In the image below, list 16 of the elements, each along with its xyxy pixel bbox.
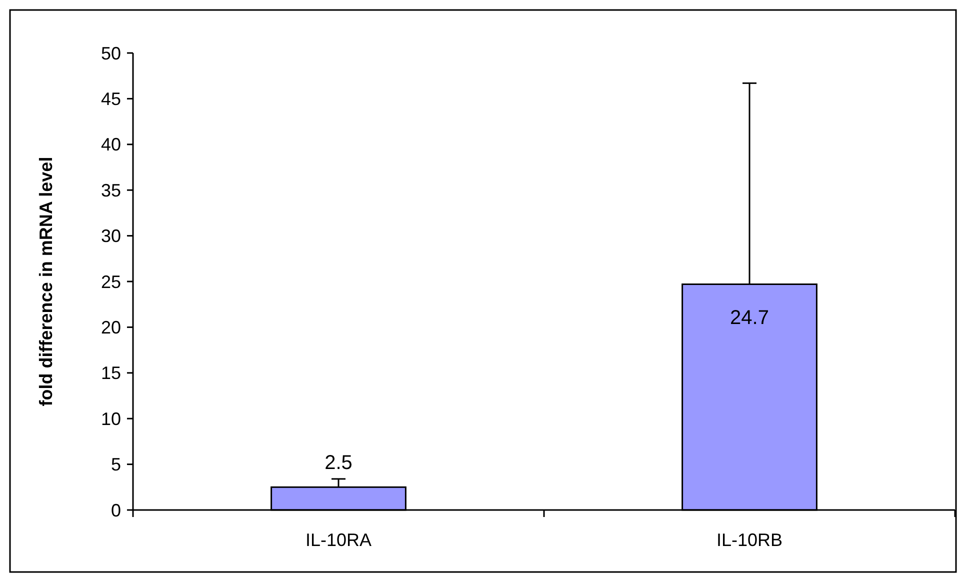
- y-tick-label: 50: [100, 43, 121, 64]
- y-tick-label: 40: [100, 134, 121, 155]
- y-tick-label: 0: [110, 500, 121, 520]
- y-tick-label: 45: [100, 89, 121, 109]
- y-axis-title: fold difference in mRNA level: [36, 156, 56, 406]
- x-tick-label: IL-10RB: [716, 530, 783, 550]
- data-label: 2.5: [324, 452, 352, 474]
- x-tick-label: IL-10RA: [305, 530, 372, 550]
- y-tick-label: 25: [100, 272, 121, 292]
- y-tick-label: 30: [100, 226, 121, 246]
- y-tick-label: 15: [100, 363, 121, 384]
- y-tick-label: 5: [110, 454, 121, 475]
- y-tick-label: 35: [100, 180, 121, 200]
- y-tick-label: 20: [100, 318, 121, 338]
- y-tick-label: 10: [100, 408, 121, 429]
- data-label: 24.7: [730, 307, 769, 330]
